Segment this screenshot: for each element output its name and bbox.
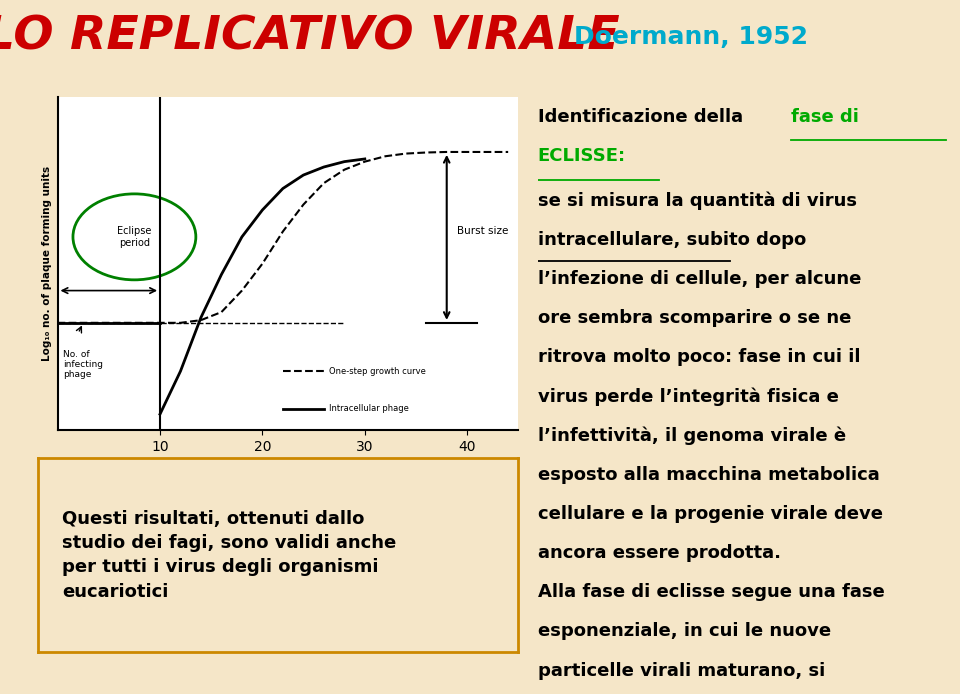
Text: One-step growth curve: One-step growth curve bbox=[329, 366, 426, 375]
Text: cellulare e la progenie virale deve: cellulare e la progenie virale deve bbox=[538, 505, 882, 523]
Text: Doermann, 1952: Doermann, 1952 bbox=[574, 26, 808, 49]
Text: Eclipse
period: Eclipse period bbox=[117, 226, 152, 248]
Text: l’infettività, il genoma virale è: l’infettività, il genoma virale è bbox=[538, 427, 846, 445]
Text: particelle virali maturano, si: particelle virali maturano, si bbox=[538, 661, 825, 679]
Text: ritrova molto poco: fase in cui il: ritrova molto poco: fase in cui il bbox=[538, 348, 860, 366]
Text: esponenziale, in cui le nuove: esponenziale, in cui le nuove bbox=[538, 623, 830, 641]
Text: virus perde l’integrità fisica e: virus perde l’integrità fisica e bbox=[538, 387, 838, 406]
Text: Intracellular phage: Intracellular phage bbox=[329, 405, 409, 414]
Text: Alla fase di eclisse segue una fase: Alla fase di eclisse segue una fase bbox=[538, 583, 884, 601]
Text: se si misura la quantità di virus: se si misura la quantità di virus bbox=[538, 192, 856, 210]
Text: ECLISSE:: ECLISSE: bbox=[538, 146, 626, 164]
Text: Identificazione della: Identificazione della bbox=[538, 108, 749, 126]
Text: fase di: fase di bbox=[791, 108, 859, 126]
Text: CICLO REPLICATIVO VIRALE: CICLO REPLICATIVO VIRALE bbox=[0, 15, 620, 60]
Text: l’infezione di cellule, per alcune: l’infezione di cellule, per alcune bbox=[538, 270, 861, 288]
Text: ore sembra scomparire o se ne: ore sembra scomparire o se ne bbox=[538, 309, 851, 327]
Text: ancora essere prodotta.: ancora essere prodotta. bbox=[538, 544, 780, 562]
Text: esposto alla macchina metabolica: esposto alla macchina metabolica bbox=[538, 466, 879, 484]
Text: No. of
infecting
phage: No. of infecting phage bbox=[62, 350, 103, 380]
Text: Questi risultati, ottenuti dallo
studio dei fagi, sono validi anche
per tutti i : Questi risultati, ottenuti dallo studio … bbox=[62, 510, 396, 600]
Y-axis label: Log₁₀ no. of plaque forming units: Log₁₀ no. of plaque forming units bbox=[42, 166, 52, 362]
X-axis label: Minutes since infection: Minutes since infection bbox=[206, 459, 370, 473]
Text: intracellulare, subito dopo: intracellulare, subito dopo bbox=[538, 231, 805, 248]
Text: Burst size: Burst size bbox=[457, 226, 509, 237]
